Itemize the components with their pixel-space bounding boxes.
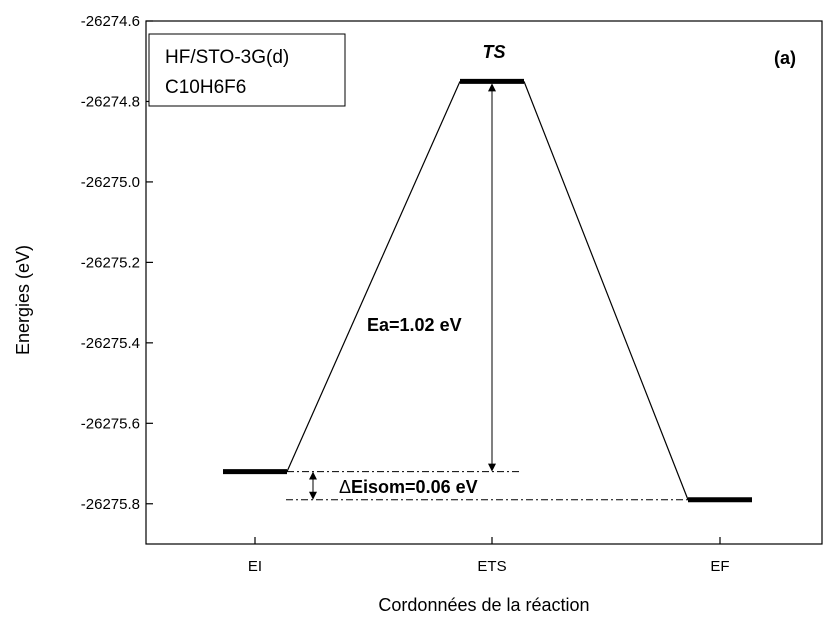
y-tick-label: -26274.6 [81,13,140,30]
x-tick-label: EI [248,558,262,575]
guide-lines [286,83,688,501]
legend-line-molecule: C10H6F6 [165,77,246,98]
panel-label: (a) [774,48,796,68]
x-tick-label: ETS [477,558,506,575]
y-axis-ticks: -26274.6 -26274.8 -26275.0 -26275.2 -26275.4… [81,13,153,513]
y-tick-label: -26275.8 [81,496,140,513]
y-tick-label: -26275.6 [81,415,140,432]
connector-lines [286,81,689,500]
y-tick-label: -26275.2 [81,254,140,271]
y-tick-label: -26275.4 [81,335,140,352]
x-axis-title: Cordonnées de la réaction [378,595,589,615]
energy-levels [223,78,752,503]
connector-line [523,81,689,500]
x-axis-ticks: EI ETS EF [248,537,730,575]
delta-symbol: Δ [339,477,351,497]
legend-line-method: HF/STO-3G(d) [165,47,289,68]
ts-label: TS [482,42,505,62]
y-tick-label: -26274.8 [81,93,140,110]
x-tick-label: EF [710,558,729,575]
connector-line [286,81,461,472]
y-axis-title: Energies (eV) [13,245,33,355]
isomerization-energy-text: Eisom=0.06 eV [351,477,478,497]
y-tick-label: -26275.0 [81,174,140,191]
legend-box [148,33,346,107]
activation-energy-label: Ea=1.02 eV [367,315,462,335]
plot-frame [145,20,823,545]
isomerization-energy-label: ΔEisom=0.06 eV [339,477,478,497]
